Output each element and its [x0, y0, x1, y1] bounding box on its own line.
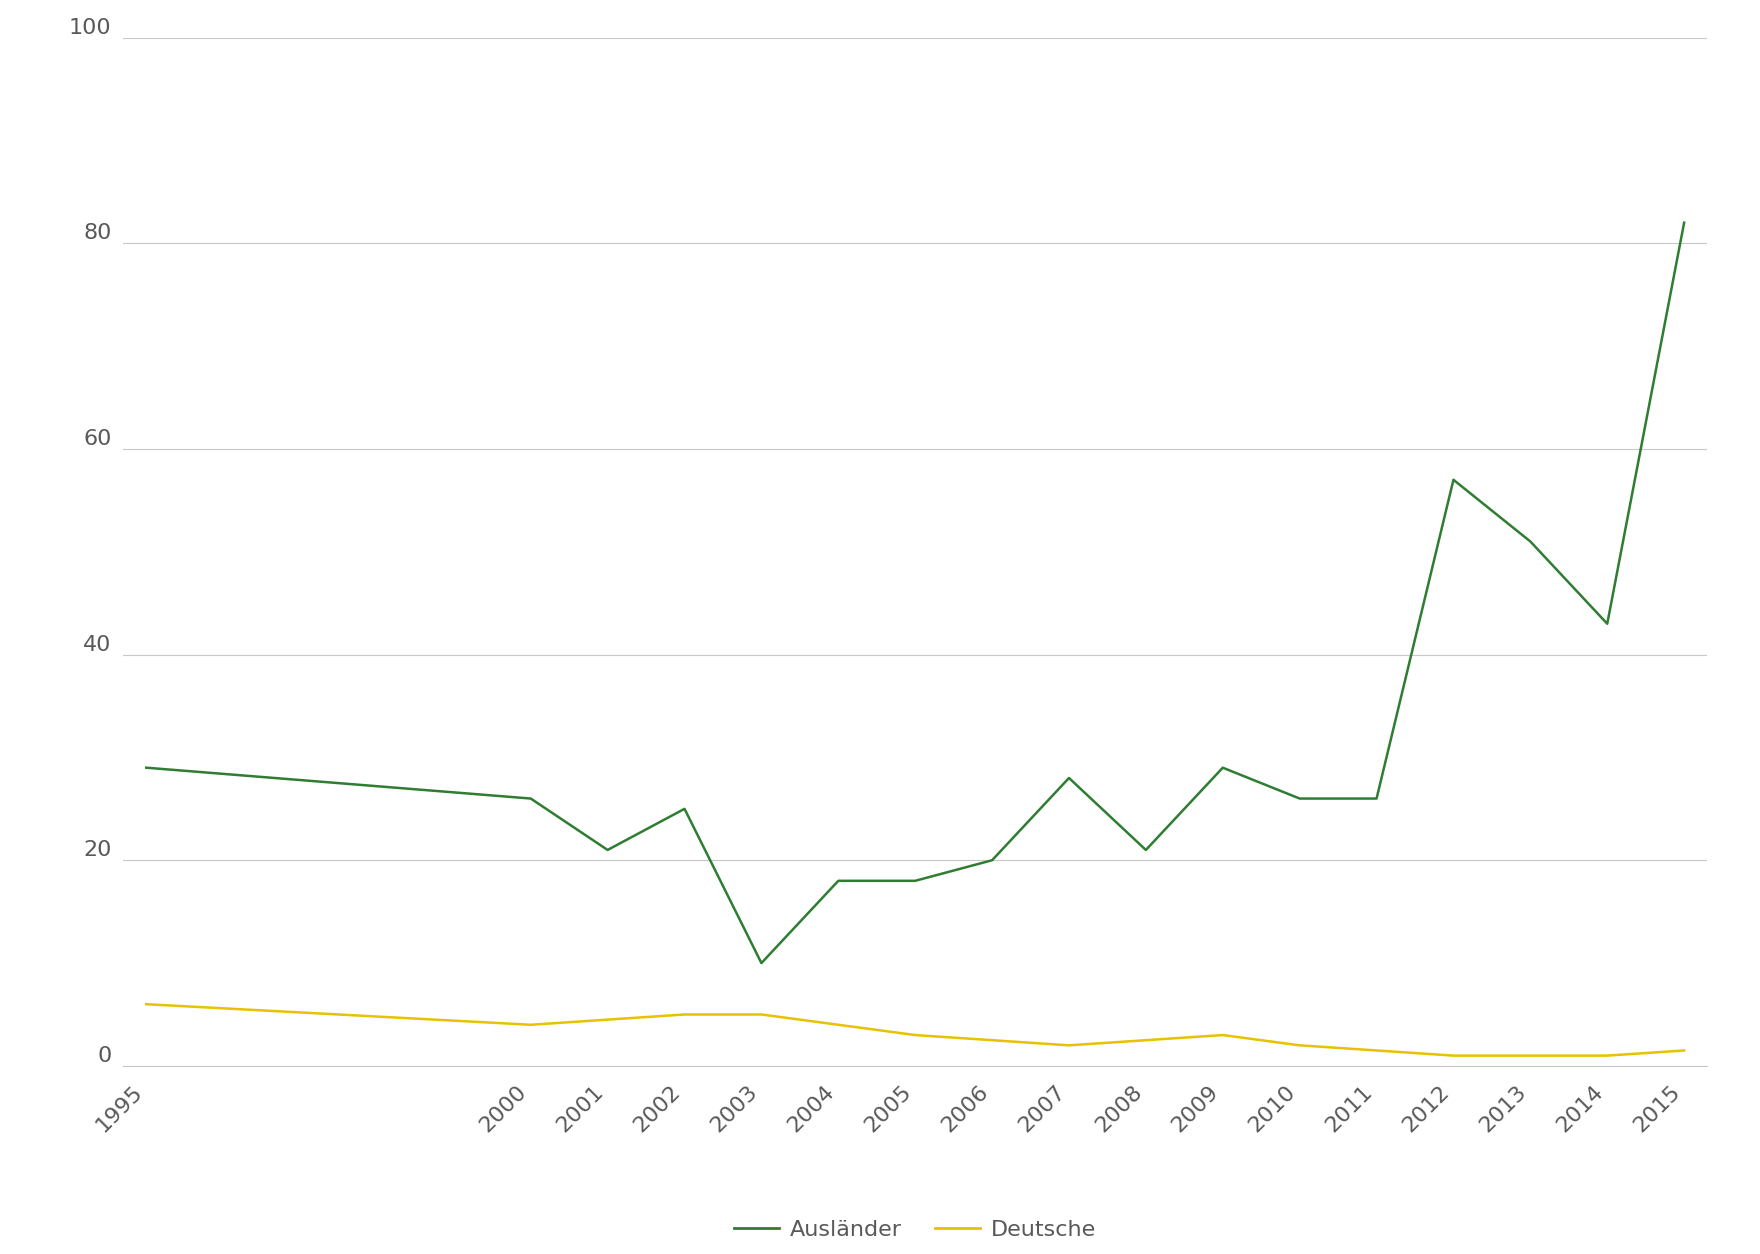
Deutsche: [1596, 1048, 1617, 1063]
Ausländer: [1443, 473, 1464, 488]
Deutsche: [674, 1007, 695, 1022]
Ausländer: [1213, 760, 1234, 775]
Ausländer: [1135, 843, 1156, 858]
Deutsche: [905, 1027, 926, 1042]
Deutsche: [827, 1017, 848, 1032]
Ausländer: [752, 956, 773, 971]
Deutsche: [136, 997, 157, 1012]
Deutsche: [597, 1012, 618, 1027]
Deutsche: [1135, 1033, 1156, 1048]
Ausländer: [521, 791, 542, 806]
Ausländer: [136, 760, 157, 775]
Deutsche: [1674, 1043, 1695, 1058]
Ausländer: [1058, 770, 1079, 785]
Deutsche: [521, 1017, 542, 1032]
Line: Ausländer: Ausländer: [146, 223, 1684, 963]
Legend: Ausländer, Deutsche: Ausländer, Deutsche: [725, 1210, 1105, 1249]
Ausländer: [905, 873, 926, 888]
Ausländer: [1596, 616, 1617, 631]
Line: Deutsche: Deutsche: [146, 1004, 1684, 1056]
Deutsche: [1213, 1027, 1234, 1042]
Deutsche: [1521, 1048, 1542, 1063]
Deutsche: [1366, 1043, 1387, 1058]
Deutsche: [1443, 1048, 1464, 1063]
Deutsche: [1288, 1038, 1309, 1053]
Ausländer: [1288, 791, 1309, 806]
Ausländer: [1366, 791, 1387, 806]
Deutsche: [982, 1033, 1003, 1048]
Deutsche: [752, 1007, 773, 1022]
Ausländer: [1674, 216, 1695, 231]
Ausländer: [1521, 534, 1542, 549]
Ausländer: [674, 801, 695, 816]
Deutsche: [1058, 1038, 1079, 1053]
Ausländer: [982, 853, 1003, 868]
Ausländer: [827, 873, 848, 888]
Ausländer: [597, 843, 618, 858]
